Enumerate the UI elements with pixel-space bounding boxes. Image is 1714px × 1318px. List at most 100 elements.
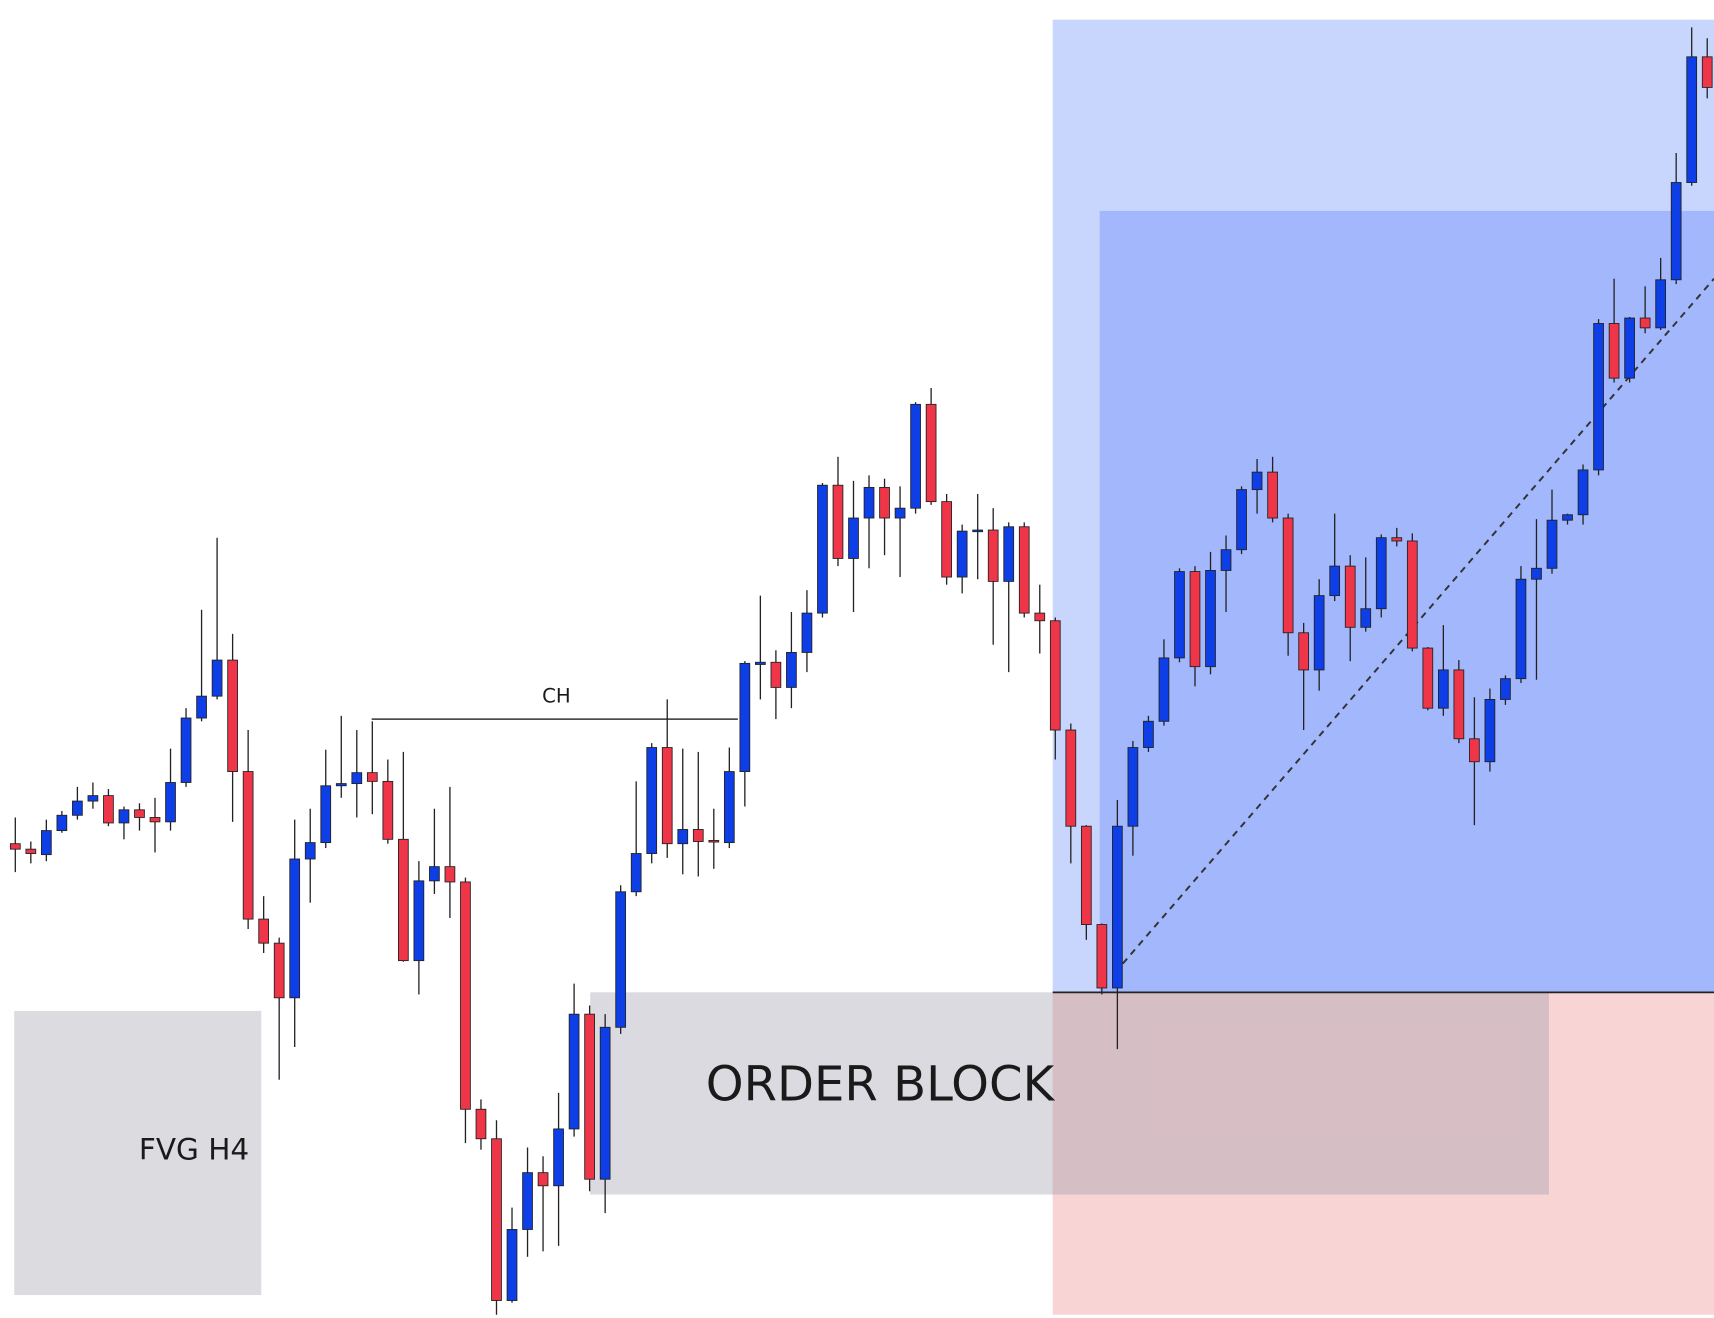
- candle-body: [1593, 323, 1604, 471]
- candle-body: [615, 891, 627, 1028]
- candle-body: [1205, 570, 1216, 668]
- candle-body: [1282, 517, 1294, 634]
- candle-body: [972, 529, 984, 533]
- candle-body: [475, 1108, 487, 1140]
- candle-body: [1329, 565, 1341, 597]
- candle-body: [537, 1172, 549, 1187]
- candle-body: [1298, 632, 1310, 671]
- candle-body: [335, 783, 347, 787]
- candle-body: [1189, 571, 1201, 668]
- candle-body: [289, 858, 301, 999]
- candle-body: [429, 866, 440, 882]
- candle-body: [196, 695, 207, 719]
- candle-body: [1422, 647, 1434, 709]
- candle-body: [692, 829, 704, 842]
- candle-body: [1112, 825, 1123, 989]
- zone: [590, 992, 1549, 1195]
- candle-body: [708, 839, 720, 843]
- candle-body: [910, 403, 921, 509]
- candle-body: [382, 780, 394, 840]
- candle-body: [956, 530, 968, 578]
- candle-body: [1236, 489, 1247, 551]
- candle-body: [1453, 669, 1465, 740]
- candle-body: [1267, 471, 1278, 519]
- candle-body: [1655, 279, 1667, 329]
- candle-body: [1143, 720, 1154, 748]
- candle-body: [723, 771, 735, 844]
- candle-body: [1127, 747, 1139, 827]
- candle-body: [1174, 571, 1185, 659]
- candle-body: [273, 942, 285, 999]
- candle-body: [1531, 567, 1542, 580]
- candle-body: [553, 1128, 564, 1187]
- candle-body: [1608, 323, 1620, 379]
- candle-body: [103, 795, 114, 824]
- candle-body: [56, 814, 68, 832]
- candle-body: [755, 661, 766, 665]
- candle-body: [832, 484, 844, 559]
- candle-body: [1484, 698, 1496, 763]
- candle-body: [1360, 608, 1372, 628]
- candle-body: [1313, 595, 1325, 671]
- candle-body: [320, 785, 332, 844]
- candle-body: [9, 843, 21, 850]
- candle-body: [770, 661, 782, 688]
- candle-body: [801, 612, 813, 653]
- candle-body: [1500, 678, 1511, 700]
- candle-body: [786, 652, 797, 688]
- candle-body: [1049, 620, 1061, 731]
- candle-body: [506, 1229, 518, 1301]
- candle-body: [1158, 657, 1170, 722]
- candle-body: [227, 659, 238, 773]
- candle-body: [242, 771, 254, 920]
- zone-label: FVG H4: [139, 1132, 249, 1166]
- candle-body: [941, 501, 952, 578]
- candle-body: [40, 830, 52, 856]
- candle-body: [165, 782, 176, 823]
- candle-body: [677, 829, 689, 845]
- candle-body: [1034, 612, 1046, 622]
- candle-body: [863, 486, 875, 519]
- candle-body: [304, 842, 316, 860]
- zone-label: ORDER BLOCK: [706, 1056, 1056, 1112]
- candle-body: [491, 1138, 502, 1301]
- candle-body: [1686, 56, 1698, 183]
- candle-body: [398, 838, 409, 962]
- zone: [14, 1010, 262, 1296]
- candle-body: [118, 809, 130, 824]
- candle-body: [1344, 565, 1356, 628]
- candle-body: [739, 662, 751, 773]
- candle-body: [1670, 182, 1682, 281]
- candle-body: [134, 809, 145, 818]
- candle-body: [1391, 537, 1403, 542]
- candle-body: [1406, 540, 1418, 649]
- candle-body: [1080, 825, 1092, 926]
- candle-body: [1562, 514, 1573, 521]
- candle-body: [1220, 549, 1232, 571]
- candle-body: [1639, 317, 1651, 329]
- candle-body: [599, 1026, 611, 1180]
- candle-body: [879, 486, 890, 519]
- candle-body: [180, 717, 192, 783]
- candle-body: [568, 1013, 580, 1130]
- candle-body: [646, 747, 658, 854]
- candle-body: [1437, 669, 1449, 709]
- candle-body: [1469, 738, 1480, 763]
- candle-body: [351, 772, 363, 785]
- candle-body: [460, 881, 471, 1110]
- candle-body: [1251, 471, 1263, 491]
- candle-body: [848, 517, 859, 559]
- candle-body: [1018, 526, 1030, 614]
- candle-body: [258, 918, 270, 944]
- candle-body: [1624, 317, 1635, 379]
- candle-body: [72, 800, 83, 816]
- candle-body: [584, 1013, 595, 1180]
- candle-body: [87, 795, 99, 802]
- candle-body: [817, 484, 828, 614]
- candle-body: [894, 507, 906, 519]
- candle-body: [1065, 729, 1077, 827]
- candle-body: [925, 403, 937, 503]
- candle-body: [1546, 519, 1558, 569]
